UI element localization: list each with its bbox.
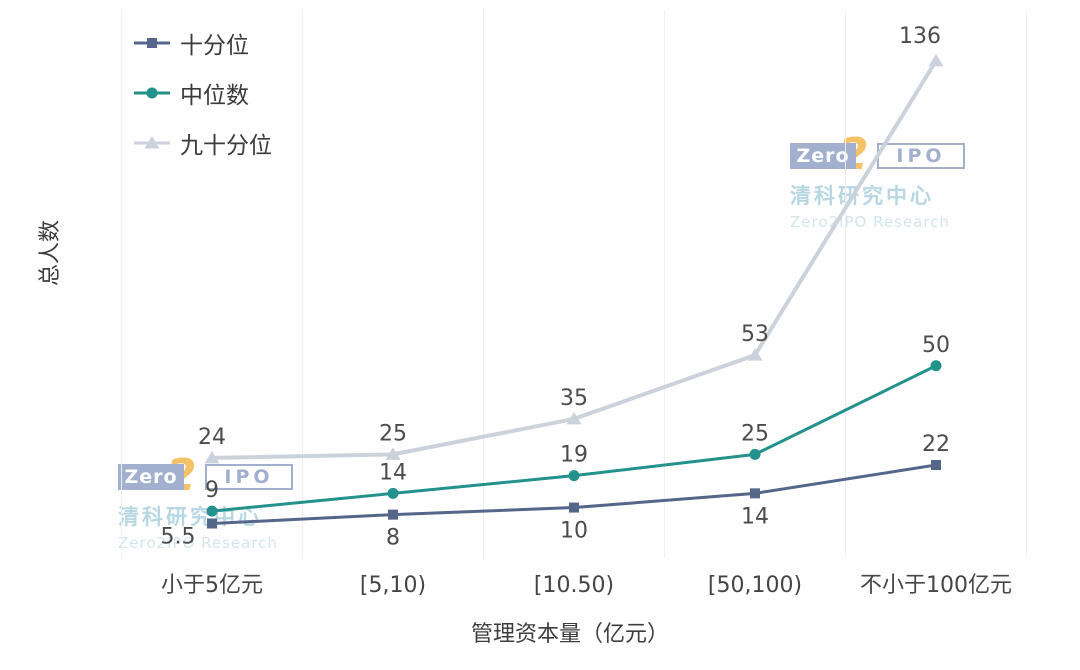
value-label: 14 [741,504,769,529]
marker-circle-icon [568,470,580,482]
legend-label: 十分位 [180,33,249,59]
value-label: 25 [741,421,769,446]
legend-circle-icon [134,87,170,99]
y-axis-title: 总人数 [38,220,63,286]
legend-triangle-icon [134,136,170,149]
marker-square-icon [207,518,217,529]
legend-square-icon [134,38,170,48]
value-label: 25 [379,421,407,446]
value-label: 9 [205,478,219,503]
value-label: 24 [198,425,226,450]
watermark-bottom: 2 Zero IPO 清科研究中心 Zero2IPO Research [118,450,298,552]
x-tick-label: 小于5亿元 [161,573,263,598]
marker-circle-icon [206,505,218,517]
value-label: 10 [560,519,588,544]
x-tick-label: [5,10) [360,573,426,598]
marker-square-icon [931,460,941,471]
watermark-chinese-name: 清科研究中心 [790,184,934,208]
marker-circle-icon [930,360,942,372]
zero2ipo-logo-zero: Zero [118,464,184,490]
marker-square-icon [569,502,579,513]
marker-triangle-icon [385,447,401,460]
gridlines [121,10,1027,558]
x-axis-title: 管理资本量（亿元） [471,622,669,647]
series-2 [204,53,944,464]
legend-label: 九十分位 [180,133,272,159]
value-label: 5.5 [161,525,196,550]
x-tick-label: [50,100) [708,573,802,598]
value-labels: 5.5 8 10 14 22 9 14 19 25 50 24 25 35 53 136 [161,24,951,551]
value-label: 50 [922,333,950,358]
zero2ipo-logo: 2 Zero IPO [118,450,293,501]
marker-triangle-icon [204,450,220,464]
legend-item-0[interactable]: 十分位 [133,18,272,68]
value-label: 14 [379,460,407,485]
marker-triangle-icon [747,348,763,361]
marker-circle-icon [387,487,399,499]
value-label: 35 [560,386,588,411]
series-0 [207,460,941,529]
marker-square-icon [388,509,398,520]
watermark-english-name: Zero2IPO Research [790,213,950,231]
value-label: 53 [741,322,769,347]
marker-square-icon [750,488,760,499]
x-tick-labels: 小于5亿元 [5,10) [10.50) [50,100) 不小于100亿元 [161,573,1012,598]
value-label: 136 [899,24,941,49]
value-label: 8 [386,526,400,551]
marker-triangle-icon [928,53,944,67]
value-label: 22 [922,432,950,457]
value-label: 19 [560,443,588,468]
zero2ipo-logo-zero: Zero [790,143,856,169]
marker-circle-icon [749,448,761,460]
chart-legend: 十分位中位数九十分位 [133,18,272,168]
legend-label: 中位数 [180,83,249,109]
zero2ipo-logo-ipo: IPO [205,464,293,490]
legend-item-2[interactable]: 九十分位 [133,118,272,168]
legend-item-1[interactable]: 中位数 [133,68,272,118]
x-tick-label: [10.50) [534,573,614,598]
marker-triangle-icon [566,411,582,425]
series-1 [206,360,942,517]
watermark-english-name: Zero2IPO Research [118,534,278,552]
x-tick-label: 不小于100亿元 [860,573,1012,598]
